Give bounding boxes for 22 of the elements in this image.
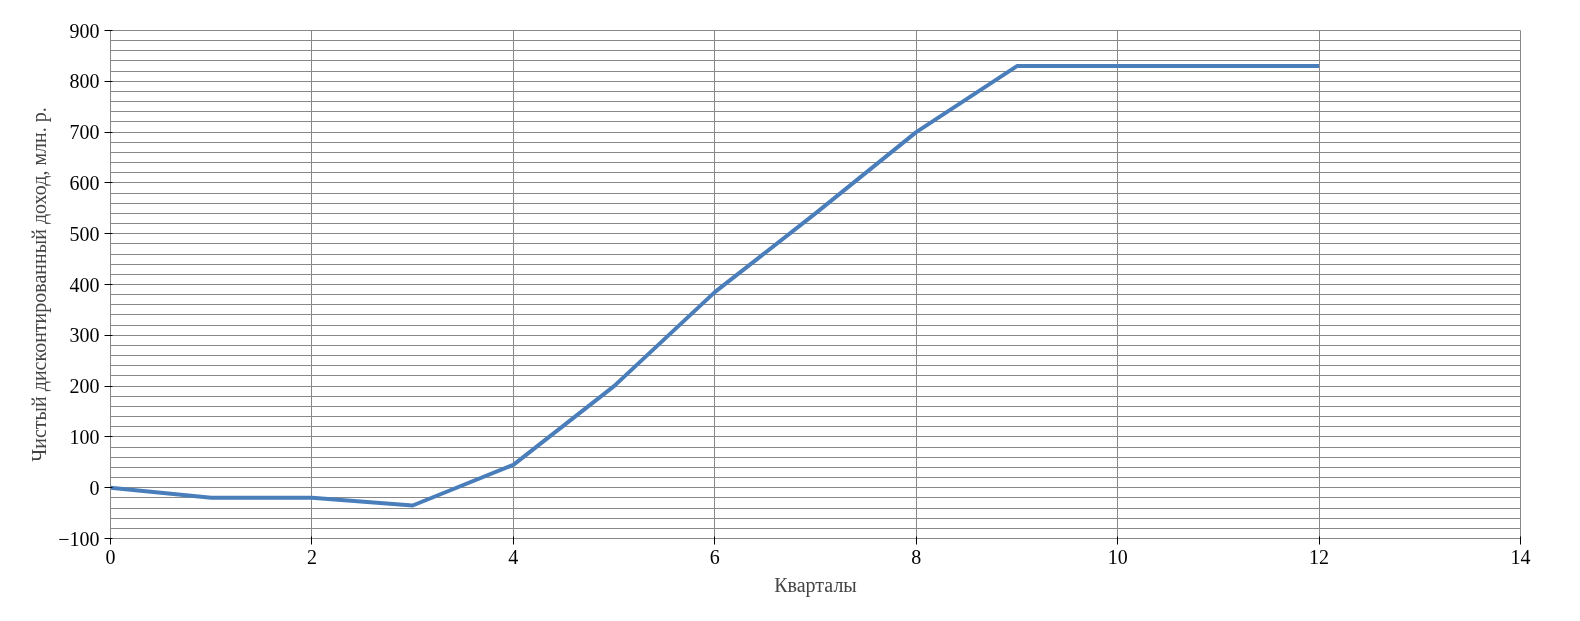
x-tick-label: 12 — [1309, 545, 1330, 568]
y-tick-label: 600 — [69, 171, 100, 194]
x-tick-label: 6 — [709, 545, 720, 568]
y-tick-label: 400 — [69, 273, 100, 296]
line-series — [110, 64, 1322, 508]
y-tick-label: 200 — [69, 375, 100, 398]
y-tick-label: 700 — [69, 121, 100, 144]
x-tick-label: 2 — [306, 545, 317, 568]
x-tick-label: 14 — [1510, 545, 1531, 568]
y-tick-label: 100 — [69, 425, 100, 448]
x-tick-label: 4 — [508, 545, 519, 568]
x-tick-label: 0 — [105, 545, 116, 568]
x-tick-label: 8 — [911, 545, 922, 568]
y-tick-label: 900 — [69, 19, 100, 42]
y-tick-label: 500 — [69, 222, 100, 245]
y-tick-label: 300 — [69, 324, 100, 347]
y-tick-label: 0 — [89, 476, 100, 499]
y-tick-label: −100 — [58, 527, 100, 550]
x-tick-label: 10 — [1107, 545, 1128, 568]
y-axis-title: Чистый дисконтированный доход, млн. р. — [28, 107, 52, 462]
x-axis-title: Кварталы — [774, 573, 857, 597]
y-tick-label: 800 — [69, 70, 100, 93]
